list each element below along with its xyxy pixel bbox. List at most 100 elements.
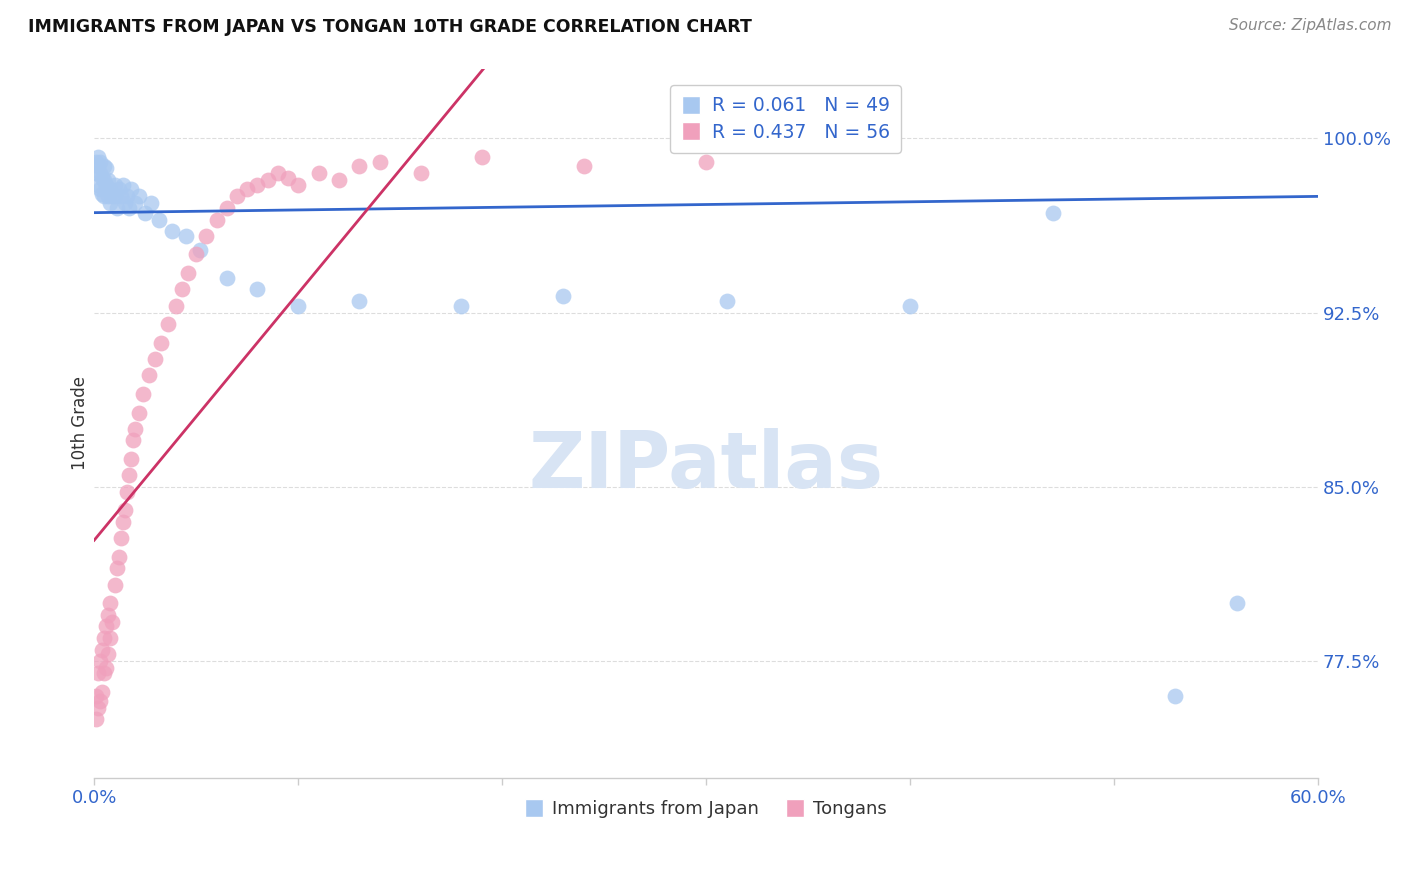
Point xyxy=(93,159,115,173)
Point xyxy=(100,596,122,610)
Point xyxy=(110,189,132,203)
Point xyxy=(96,619,118,633)
Point xyxy=(349,159,371,173)
Point xyxy=(89,154,111,169)
Point xyxy=(87,159,110,173)
Point xyxy=(91,642,114,657)
Point xyxy=(115,189,138,203)
Text: ZIPatlas: ZIPatlas xyxy=(529,427,883,504)
Point xyxy=(114,503,136,517)
Point xyxy=(93,189,115,203)
Point xyxy=(103,577,125,591)
Point xyxy=(84,166,107,180)
Point xyxy=(150,335,173,350)
Point xyxy=(93,631,115,645)
Point xyxy=(143,352,166,367)
Point xyxy=(128,189,150,203)
Point xyxy=(89,166,111,180)
Point xyxy=(96,161,118,176)
Point xyxy=(100,631,122,645)
Point xyxy=(100,196,122,211)
Point xyxy=(93,665,115,680)
Text: Source: ZipAtlas.com: Source: ZipAtlas.com xyxy=(1229,18,1392,33)
Point xyxy=(450,299,472,313)
Point xyxy=(89,182,111,196)
Point xyxy=(308,166,330,180)
Point xyxy=(205,212,228,227)
Point xyxy=(87,701,110,715)
Point xyxy=(160,224,183,238)
Point xyxy=(97,189,120,203)
Point xyxy=(471,150,494,164)
Point xyxy=(84,154,107,169)
Point xyxy=(246,178,269,192)
Point xyxy=(716,293,738,308)
Point xyxy=(165,299,187,313)
Point xyxy=(111,178,134,192)
Point xyxy=(100,182,122,196)
Point xyxy=(156,317,179,331)
Point xyxy=(1225,596,1247,610)
Point xyxy=(97,607,120,622)
Point xyxy=(138,368,160,383)
Point xyxy=(695,154,717,169)
Point xyxy=(215,201,238,215)
Point xyxy=(1164,689,1187,703)
Point xyxy=(256,173,278,187)
Point xyxy=(124,422,146,436)
Point xyxy=(101,615,124,629)
Point xyxy=(328,173,350,187)
Point xyxy=(84,713,107,727)
Point xyxy=(141,196,163,211)
Point xyxy=(87,665,110,680)
Point xyxy=(87,150,110,164)
Text: IMMIGRANTS FROM JAPAN VS TONGAN 10TH GRADE CORRELATION CHART: IMMIGRANTS FROM JAPAN VS TONGAN 10TH GRA… xyxy=(28,18,752,36)
Point xyxy=(105,201,128,215)
Point xyxy=(91,684,114,698)
Point xyxy=(107,549,129,564)
Point xyxy=(84,689,107,703)
Point xyxy=(174,228,197,243)
Point xyxy=(132,387,155,401)
Point xyxy=(111,515,134,529)
Point xyxy=(115,484,138,499)
Point xyxy=(236,182,259,196)
Point xyxy=(148,212,170,227)
Point xyxy=(89,694,111,708)
Point xyxy=(128,406,150,420)
Point xyxy=(96,178,118,192)
Point xyxy=(105,561,128,575)
Point xyxy=(122,434,145,448)
Point xyxy=(96,661,118,675)
Point xyxy=(97,173,120,187)
Point xyxy=(103,189,125,203)
Point xyxy=(572,159,595,173)
Point xyxy=(409,166,432,180)
Point xyxy=(287,178,309,192)
Point xyxy=(188,243,211,257)
Point xyxy=(195,228,218,243)
Point xyxy=(134,205,156,219)
Point xyxy=(114,196,136,211)
Point xyxy=(118,201,141,215)
Legend: Immigrants from Japan, Tongans: Immigrants from Japan, Tongans xyxy=(517,793,894,825)
Point xyxy=(267,166,290,180)
Point xyxy=(91,170,114,185)
Point xyxy=(170,282,193,296)
Point xyxy=(120,452,142,467)
Point xyxy=(368,154,391,169)
Point xyxy=(226,189,249,203)
Point xyxy=(277,170,299,185)
Point xyxy=(107,182,129,196)
Point xyxy=(349,293,371,308)
Point xyxy=(87,178,110,192)
Point xyxy=(246,282,269,296)
Y-axis label: 10th Grade: 10th Grade xyxy=(72,376,89,470)
Point xyxy=(118,468,141,483)
Point xyxy=(553,289,575,303)
Point xyxy=(215,270,238,285)
Point xyxy=(97,648,120,662)
Point xyxy=(184,247,207,261)
Point xyxy=(91,187,114,202)
Point xyxy=(89,654,111,668)
